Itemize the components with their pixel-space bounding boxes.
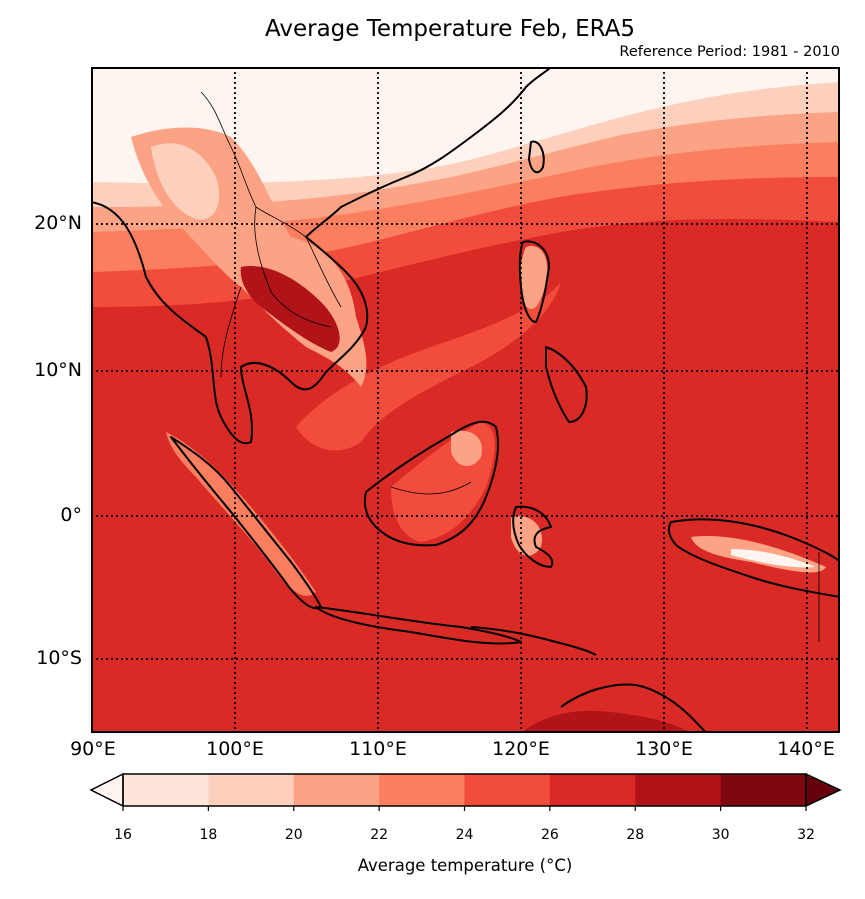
- border-borneo: [390, 481, 472, 495]
- lon-tick-130e: 130°E: [635, 738, 693, 760]
- australia-coast: [560, 683, 707, 733]
- lon-tick-90e: 90°E: [70, 738, 116, 760]
- borneo-peak: [451, 430, 482, 467]
- colorbar-label: Average temperature (°C): [357, 856, 573, 875]
- lat-tick-10n: 10°N: [34, 359, 82, 381]
- lat-tick-20n: 20°N: [34, 212, 82, 234]
- border-3: [254, 206, 332, 328]
- temperature-map: [91, 67, 840, 733]
- scs-tongue: [296, 282, 561, 451]
- colorbar-extend-over: [805, 772, 842, 808]
- colorbar-bin-0: [123, 774, 209, 806]
- colorbar-extend-under: [89, 772, 124, 808]
- lon-tick-110e: 110°E: [349, 738, 407, 760]
- colorbar-frame: [122, 773, 807, 807]
- png-highlands-peak: [731, 549, 816, 568]
- colorbar-bin-5: [549, 774, 636, 806]
- taiwan-coast: [528, 140, 545, 174]
- colorbar-bins: [123, 774, 807, 806]
- colorbar-tick-label-8: 32: [797, 827, 815, 843]
- map-frame: [91, 67, 840, 733]
- lon-tick-120e: 120°E: [492, 738, 550, 760]
- colorbar-tick-label-2: 20: [284, 827, 303, 843]
- band-under-16: [91, 67, 840, 184]
- lat-tick-10s: 10°S: [36, 647, 82, 669]
- sulawesi-coast: [512, 505, 554, 568]
- border-5: [220, 286, 242, 378]
- asia-coast: [91, 67, 552, 445]
- colorbar-bin-1: [208, 774, 295, 806]
- colorbar-tick-label-7: 30: [711, 827, 730, 843]
- colorbar-bin-2: [293, 774, 380, 806]
- colorbar-bin-4: [464, 774, 551, 806]
- colorbar-bin-3: [379, 774, 465, 806]
- border-4: [305, 236, 342, 308]
- australia-hot: [521, 710, 691, 733]
- border-1: [200, 91, 257, 208]
- lat-tick-0: 0°: [60, 504, 82, 526]
- country-borders: [200, 91, 820, 642]
- colorbar-tick-label-0: 16: [114, 827, 132, 843]
- luzon-coast: [518, 240, 550, 323]
- warm-pool: [557, 287, 840, 547]
- luzon-highlands: [520, 246, 548, 310]
- gridlines: [91, 67, 840, 733]
- new-guinea-coast: [667, 518, 840, 598]
- lon-tick-100e: 100°E: [206, 738, 264, 760]
- colorbar-tick-label-1: 18: [199, 827, 218, 843]
- sumatra-highlands: [166, 432, 316, 596]
- lesser-sunda-coast: [470, 626, 597, 656]
- mindanao-coast: [545, 346, 588, 423]
- myanmar-highlands: [151, 143, 220, 220]
- colorbar-ticks: [122, 806, 807, 811]
- chart-title: Average Temperature Feb, ERA5: [264, 16, 636, 42]
- colorbar-tick-label-6: 28: [626, 827, 645, 843]
- colorbar-bin-6: [635, 774, 722, 806]
- colorbar-bin-7: [720, 774, 807, 806]
- colorbar-tick-label-4: 24: [455, 827, 474, 843]
- lon-tick-140e: 140°E: [777, 738, 835, 760]
- map-canvas: [91, 67, 840, 733]
- border-2: [255, 206, 307, 238]
- borneo-coast: [363, 420, 499, 547]
- reference-period: Reference Period: 1981 - 2010: [619, 44, 840, 60]
- colorbar-tick-label-3: 22: [370, 827, 389, 843]
- colorbar-tick-label-5: 26: [540, 827, 559, 843]
- thailand-hot: [240, 266, 340, 352]
